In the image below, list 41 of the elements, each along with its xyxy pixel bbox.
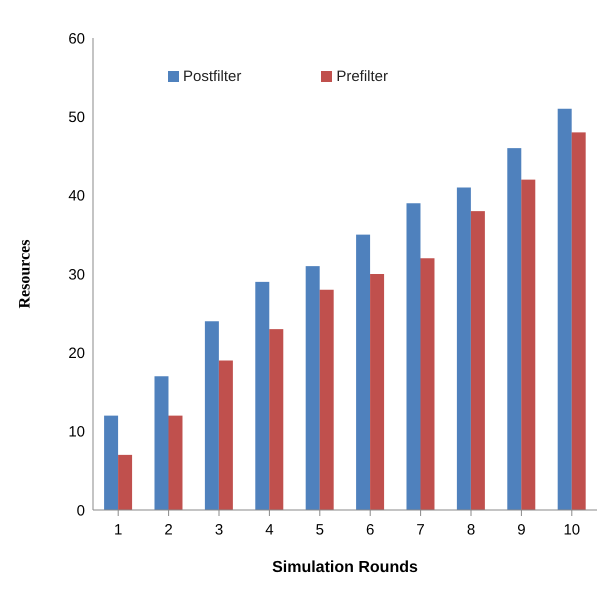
bar (507, 148, 522, 510)
y-tick-label: 30 (68, 266, 85, 284)
bar (456, 187, 471, 510)
legend-label: Postfilter (182, 68, 242, 85)
bar (572, 132, 586, 510)
bar (558, 108, 572, 510)
bar (255, 282, 270, 510)
bar (104, 416, 118, 510)
y-tick-label: 20 (68, 344, 85, 362)
x-tick-label: 1 (114, 522, 122, 539)
x-tick-label: 6 (366, 522, 374, 539)
y-tick-label: 40 (68, 188, 85, 205)
legend-label: Prefilter (336, 68, 388, 85)
x-tick-label: 9 (517, 522, 526, 539)
x-tick-label: 5 (316, 522, 324, 539)
y-tick-label: 60 (68, 30, 85, 48)
bar (356, 234, 370, 510)
y-tick-label: 10 (68, 424, 85, 441)
y-tick-label: 0 (76, 502, 85, 520)
bar (218, 360, 233, 510)
y-tick-label: 50 (68, 108, 85, 126)
x-axis-title: Simulation Rounds (272, 559, 418, 576)
x-tick-label: 3 (214, 522, 224, 539)
x-tick-label: 10 (563, 522, 580, 539)
y-axis-title: Resources (16, 239, 34, 309)
x-tick-label: 4 (265, 522, 274, 539)
bar (406, 203, 420, 510)
bar (420, 258, 434, 510)
bar (168, 416, 182, 510)
bar (306, 266, 320, 510)
bar (269, 329, 284, 510)
x-tick-label: 7 (416, 522, 425, 539)
bar (521, 180, 536, 510)
bar (320, 290, 334, 510)
bar (370, 274, 384, 510)
bar (204, 321, 219, 510)
x-tick-label: 2 (164, 522, 173, 539)
bar (470, 211, 485, 510)
bar (154, 376, 168, 510)
x-tick-label: 8 (466, 522, 476, 539)
bar (118, 454, 132, 510)
